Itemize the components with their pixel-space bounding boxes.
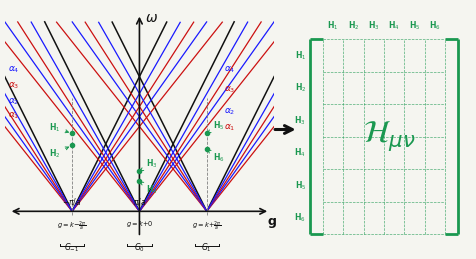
Text: H$_6$: H$_6$ xyxy=(208,150,225,164)
Text: $-\pi/a$: $-\pi/a$ xyxy=(62,196,82,207)
Text: H$_{2}$: H$_{2}$ xyxy=(347,20,359,32)
Text: $\pi/a$: $\pi/a$ xyxy=(133,196,146,207)
Text: H$_{6}$: H$_{6}$ xyxy=(429,20,441,32)
Text: $g{=}k{-}\frac{2\pi}{a}$: $g{=}k{-}\frac{2\pi}{a}$ xyxy=(57,219,87,233)
Text: $\alpha_{3}$: $\alpha_{3}$ xyxy=(8,80,20,91)
Text: $\alpha_{2}$: $\alpha_{2}$ xyxy=(224,106,236,117)
Text: H$_{3}$: H$_{3}$ xyxy=(295,114,306,127)
Text: $g{=}k{+}\frac{2\pi}{a}$: $g{=}k{+}\frac{2\pi}{a}$ xyxy=(192,219,221,233)
Text: H$_{3}$: H$_{3}$ xyxy=(368,20,379,32)
Text: H$_5$: H$_5$ xyxy=(208,119,225,133)
Text: $G_{-1}$: $G_{-1}$ xyxy=(64,242,79,255)
Text: $\alpha_{3}$: $\alpha_{3}$ xyxy=(224,84,236,95)
Text: H$_2$: H$_2$ xyxy=(49,147,69,160)
Text: H$_{4}$: H$_{4}$ xyxy=(388,20,400,32)
Text: $\alpha_{4}$: $\alpha_{4}$ xyxy=(8,64,20,75)
Text: $\alpha_{4}$: $\alpha_{4}$ xyxy=(224,64,236,75)
Text: $\alpha_{1}$: $\alpha_{1}$ xyxy=(224,122,236,133)
Text: $G_{1}$: $G_{1}$ xyxy=(201,242,212,255)
Text: $\mathbf{g}$: $\mathbf{g}$ xyxy=(267,216,277,230)
Text: H$_{2}$: H$_{2}$ xyxy=(295,82,306,94)
Text: H$_{6}$: H$_{6}$ xyxy=(294,212,306,224)
Text: H$_3$: H$_3$ xyxy=(140,157,157,171)
Text: H$_{1}$: H$_{1}$ xyxy=(295,49,306,62)
Text: $\alpha_{2}$: $\alpha_{2}$ xyxy=(8,96,20,107)
Text: H$_{1}$: H$_{1}$ xyxy=(327,20,338,32)
Text: $G_{0}$: $G_{0}$ xyxy=(134,242,145,255)
Text: $\omega$: $\omega$ xyxy=(145,11,158,25)
Text: $\mathcal{H}_{\mu\nu}$: $\mathcal{H}_{\mu\nu}$ xyxy=(363,120,416,153)
Text: H$_{4}$: H$_{4}$ xyxy=(294,147,306,159)
Text: $g{=}k{+}0$: $g{=}k{+}0$ xyxy=(126,219,153,229)
Text: $\alpha_{1}$: $\alpha_{1}$ xyxy=(8,110,20,121)
Text: H$_4$: H$_4$ xyxy=(140,182,158,196)
Text: H$_{5}$: H$_{5}$ xyxy=(409,20,420,32)
Text: H$_{5}$: H$_{5}$ xyxy=(295,179,306,192)
Text: H$_1$: H$_1$ xyxy=(49,121,69,134)
